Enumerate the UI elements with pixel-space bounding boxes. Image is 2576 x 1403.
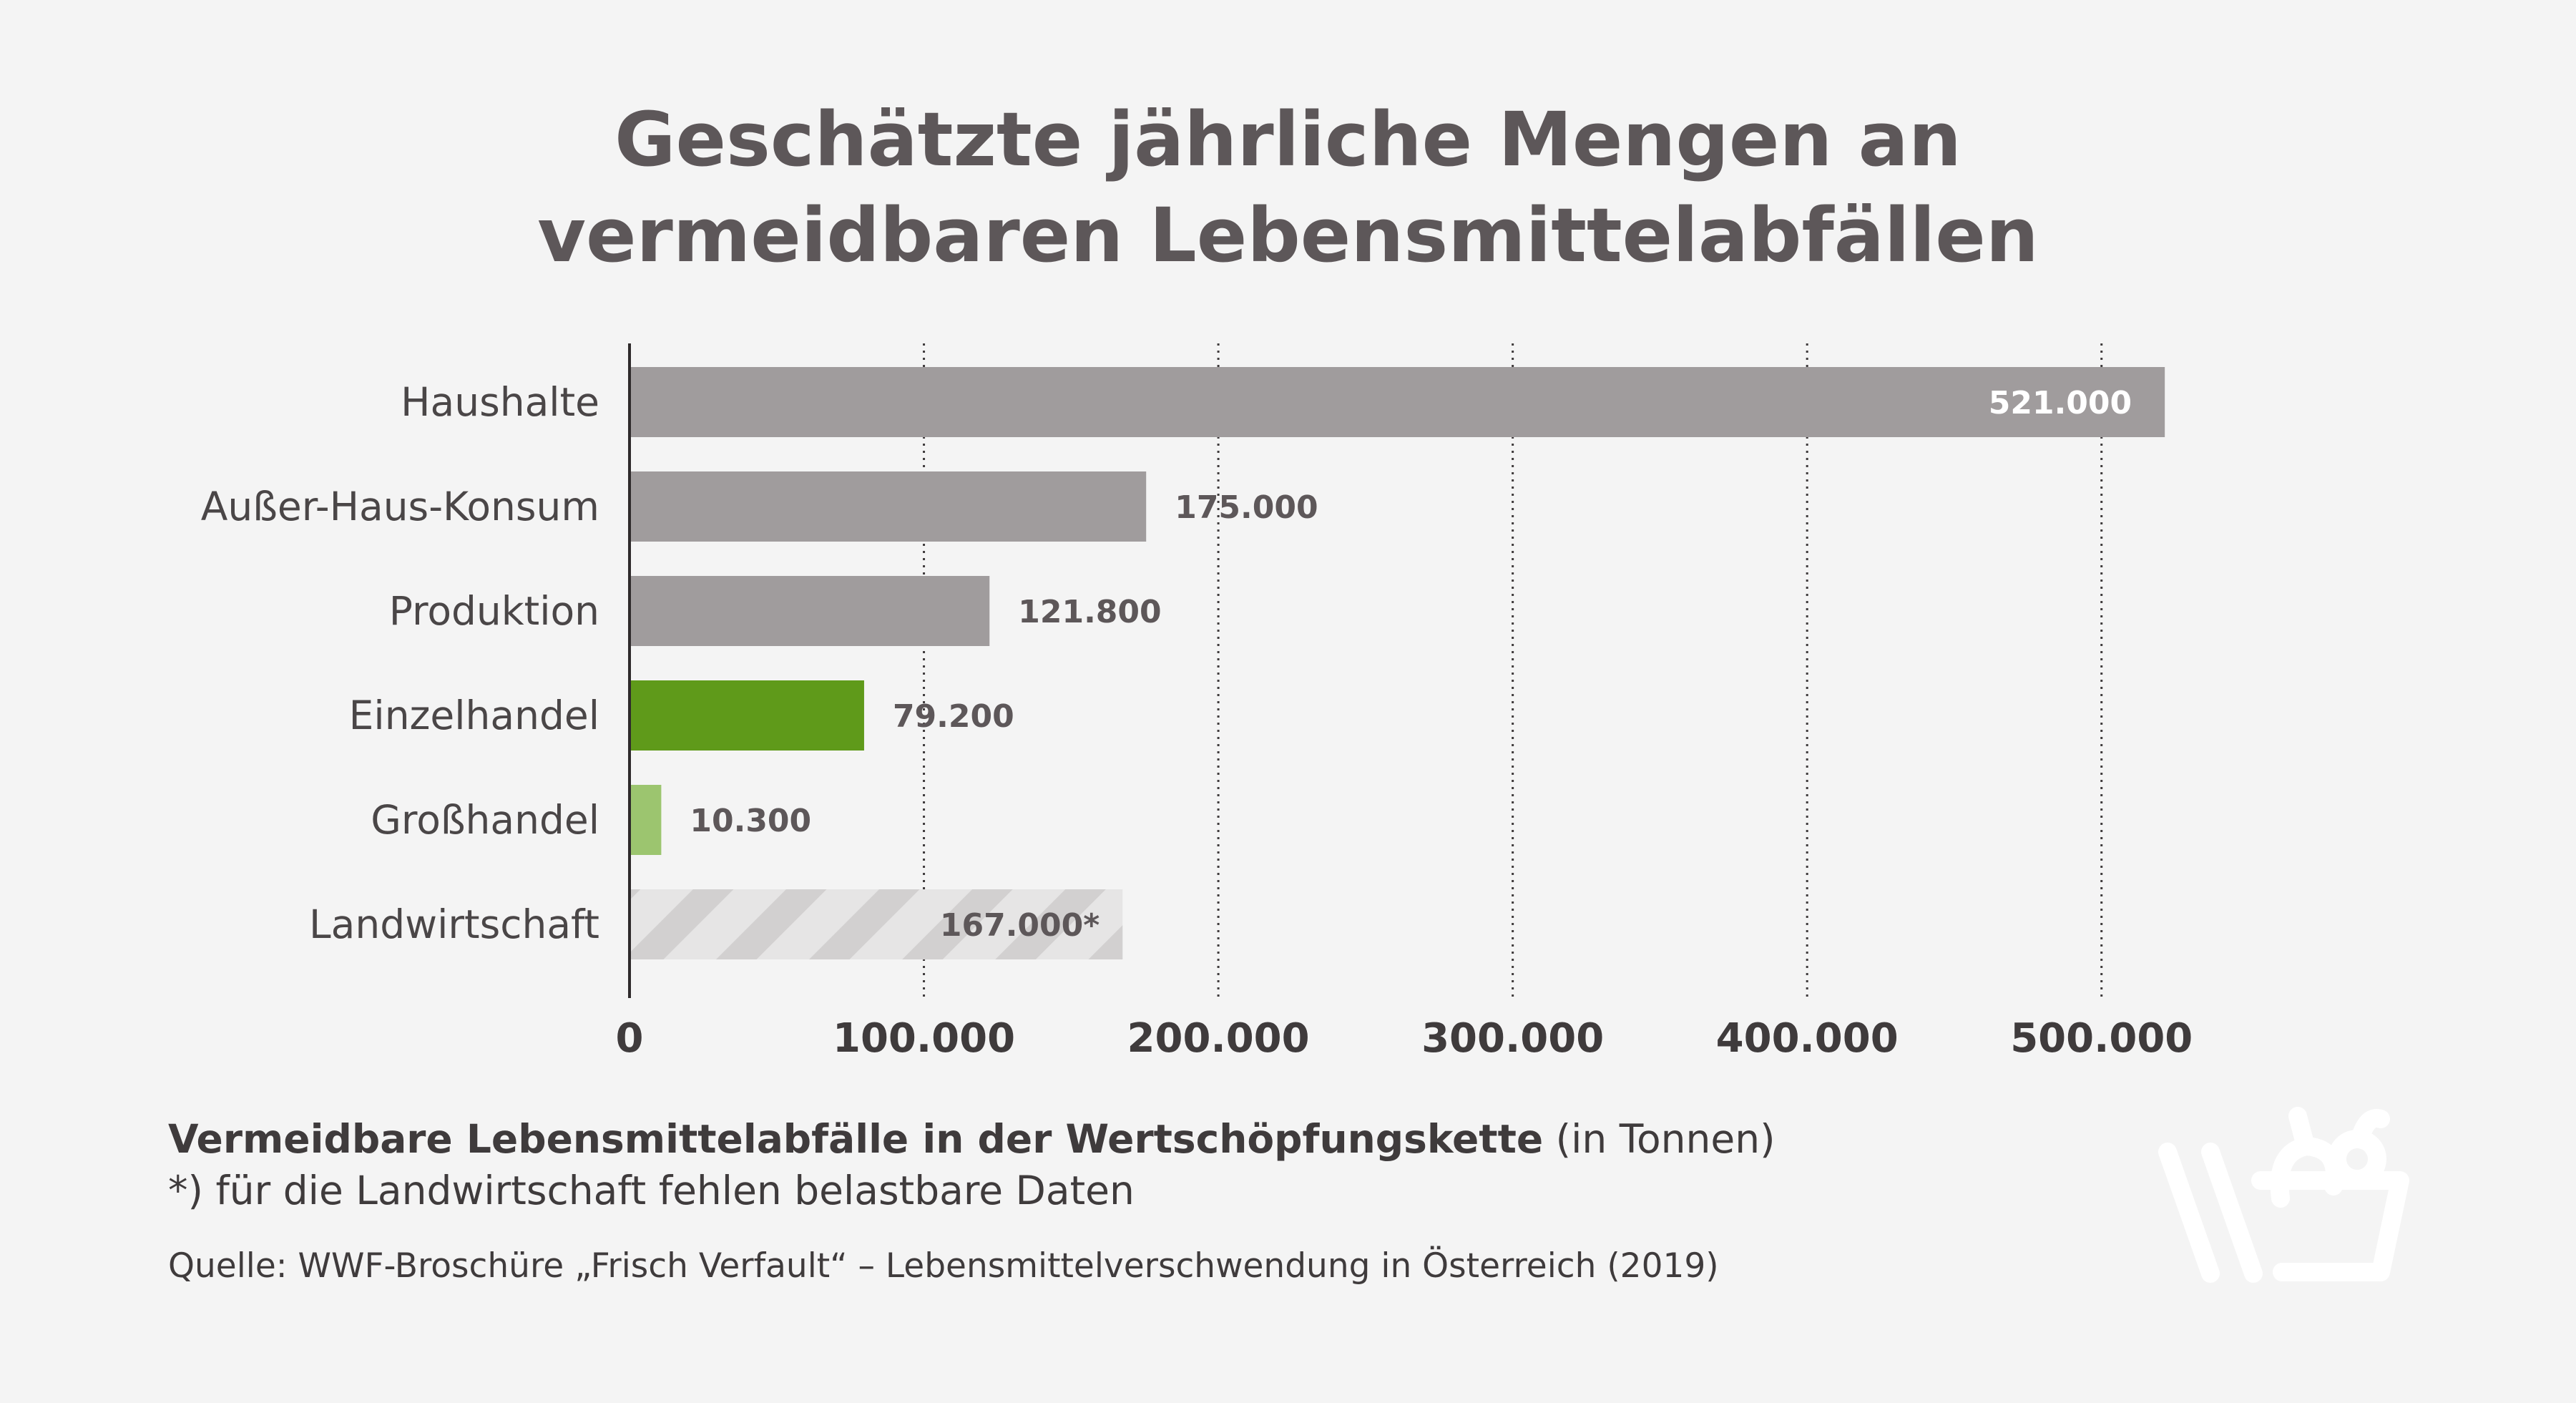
bar-3 [631, 680, 864, 751]
chart-title-line-1: Geschätzte jährliche Mengen an [614, 96, 1962, 183]
value-label-3: 79.200 [893, 698, 1014, 735]
chart-caption: Vermeidbare Lebensmittelabfälle in der W… [168, 1116, 1776, 1162]
labels: 0 100.000 200.000 300.000 400.000 500.000 Haus… [201, 379, 2193, 1062]
category-label-3: Einzelhandel [349, 693, 599, 738]
value-label-0: 521.000 [1989, 385, 2132, 421]
value-label-4: 10.300 [690, 803, 811, 839]
x-tick-label-5: 500.000 [2010, 1015, 2193, 1062]
bar-1 [631, 471, 1147, 542]
category-label-4: Großhandel [371, 797, 599, 843]
chart-source: Quelle: WWF-Broschüre „Frisch Verfault“ … [168, 1246, 1719, 1286]
category-label-2: Produktion [389, 588, 599, 634]
chart-caption-bold: Vermeidbare Lebensmittelabfälle in der W… [168, 1116, 1544, 1162]
bar-4 [631, 785, 662, 855]
bars [631, 367, 2165, 959]
x-tick-label-0: 0 [616, 1015, 644, 1062]
value-label-5: 167.000* [940, 907, 1100, 944]
category-label-0: Haushalte [401, 379, 599, 425]
category-label-1: Außer-Haus-Konsum [201, 484, 599, 529]
bar-5 [631, 889, 1123, 959]
chart-caption-unit: (in Tonnen) [1543, 1116, 1776, 1162]
x-tick-label-3: 300.000 [1421, 1015, 1604, 1062]
grid-lines [923, 343, 2103, 998]
value-label-2: 121.800 [1018, 594, 1161, 630]
shopping-basket-with-fruit-icon [2158, 1107, 2409, 1283]
value-label-1: 175.000 [1175, 489, 1318, 526]
bar-2 [631, 576, 990, 646]
chart-footnote: *) für die Landwirtschaft fehlen belastb… [168, 1168, 1135, 1213]
x-tick-label-4: 400.000 [1716, 1015, 1899, 1062]
bar-0 [631, 367, 2165, 437]
chart-title: Geschätzte jährliche Mengen an vermeidba… [0, 92, 2576, 283]
category-label-5: Landwirtschaft [309, 901, 599, 947]
chart-title-line-2: vermeidbaren Lebensmittelabfällen [537, 192, 2039, 279]
x-tick-label-1: 100.000 [833, 1015, 1015, 1062]
x-tick-label-2: 200.000 [1127, 1015, 1310, 1062]
